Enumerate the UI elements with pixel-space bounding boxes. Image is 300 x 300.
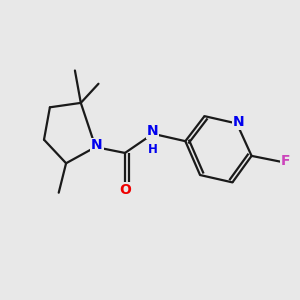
Text: N: N <box>232 115 244 129</box>
Text: N: N <box>147 124 159 138</box>
Text: F: F <box>281 154 290 168</box>
Text: O: O <box>120 183 131 197</box>
Text: N: N <box>91 138 103 152</box>
Text: H: H <box>148 143 158 157</box>
